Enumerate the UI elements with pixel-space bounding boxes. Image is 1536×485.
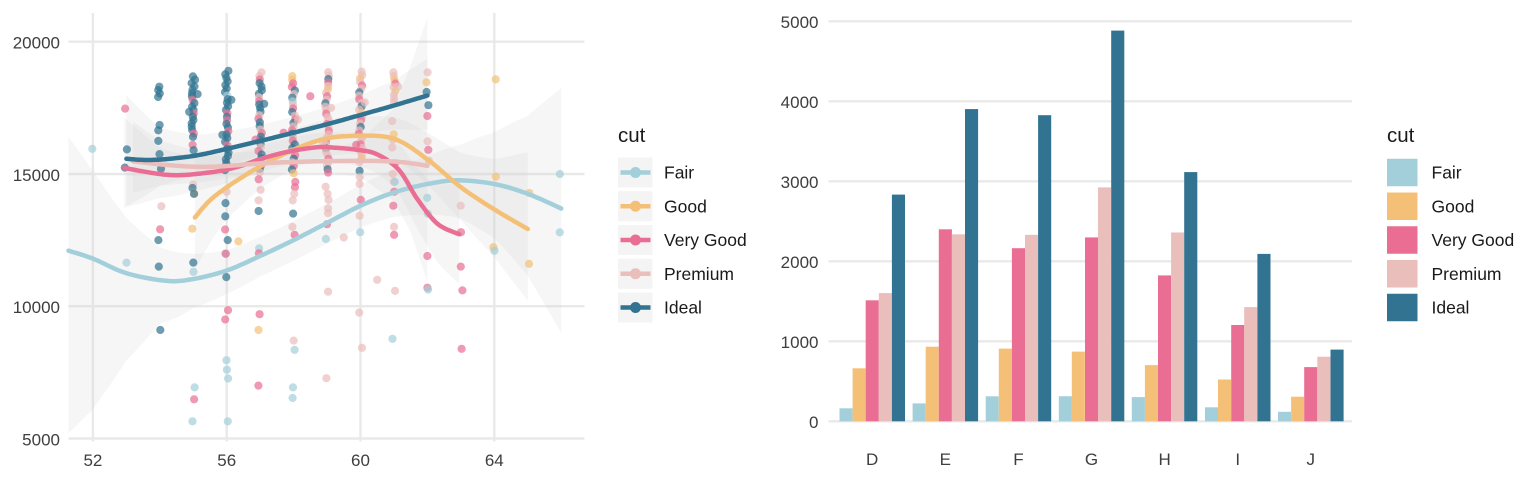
svg-text:5000: 5000	[781, 13, 819, 32]
svg-text:15000: 15000	[13, 166, 60, 185]
svg-text:Very Good: Very Good	[664, 230, 747, 250]
svg-text:cut: cut	[1387, 124, 1415, 147]
svg-text:52: 52	[83, 451, 102, 470]
svg-text:64: 64	[485, 451, 504, 470]
svg-text:1000: 1000	[781, 333, 819, 352]
svg-text:10000: 10000	[13, 298, 60, 317]
svg-text:cut: cut	[618, 124, 646, 147]
svg-text:60: 60	[351, 451, 370, 470]
svg-text:2000: 2000	[781, 253, 819, 272]
svg-text:F: F	[1013, 450, 1023, 469]
svg-text:Ideal: Ideal	[664, 298, 702, 318]
svg-text:H: H	[1158, 450, 1170, 469]
svg-text:0: 0	[809, 413, 818, 432]
svg-text:4000: 4000	[781, 93, 819, 112]
svg-text:Fair: Fair	[664, 163, 694, 183]
svg-text:Ideal: Ideal	[1432, 298, 1470, 318]
svg-text:3000: 3000	[781, 173, 819, 192]
svg-text:56: 56	[217, 451, 236, 470]
svg-text:Fair: Fair	[1432, 163, 1462, 183]
svg-text:I: I	[1235, 450, 1240, 469]
svg-text:D: D	[866, 450, 878, 469]
svg-text:Premium: Premium	[1432, 264, 1502, 284]
svg-text:5000: 5000	[22, 430, 60, 449]
svg-text:20000: 20000	[13, 34, 60, 53]
svg-text:E: E	[940, 450, 951, 469]
svg-text:Very Good: Very Good	[1432, 230, 1515, 250]
svg-text:G: G	[1085, 450, 1098, 469]
svg-text:J: J	[1307, 450, 1316, 469]
svg-text:Good: Good	[664, 196, 707, 216]
svg-text:Good: Good	[1432, 196, 1475, 216]
svg-text:Premium: Premium	[664, 264, 734, 284]
